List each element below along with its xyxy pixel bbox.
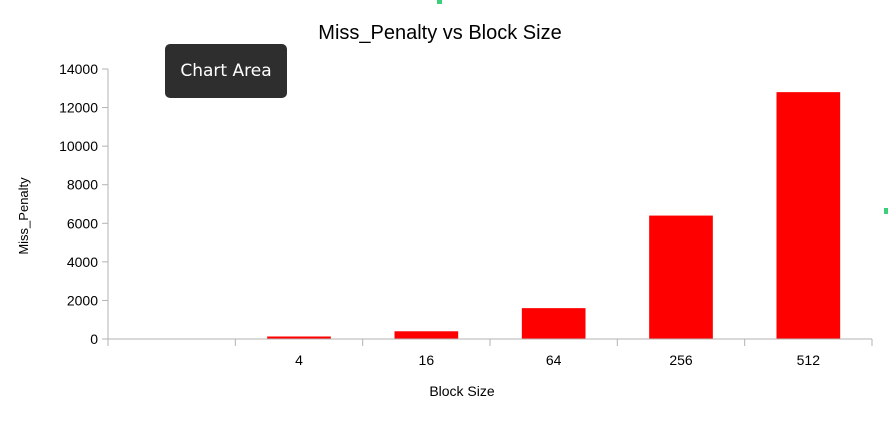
bar-64[interactable] — [521, 308, 586, 339]
y-tick-label: 8000 — [67, 177, 98, 193]
bars-layer — [267, 92, 841, 340]
chart-title: Miss_Penalty vs Block Size — [318, 22, 561, 44]
ticks-layer: 0 2000 4000 6000 8000 10000 12000 14000 4 16 64 256… — [59, 61, 873, 368]
y-tick-label: 10000 — [59, 138, 98, 154]
x-tick-label: 64 — [546, 352, 562, 368]
x-tick-label: 256 — [669, 352, 693, 368]
x-axis-label: Block Size — [429, 383, 495, 399]
bar-16[interactable] — [394, 331, 459, 339]
x-tick-label: 512 — [797, 352, 821, 368]
bar-4[interactable] — [267, 336, 331, 339]
bar-256[interactable] — [649, 215, 713, 339]
bar-512[interactable] — [776, 92, 841, 340]
y-tick-label: 14000 — [59, 61, 98, 77]
chart-area-tooltip: Chart Area — [165, 44, 287, 98]
axes-layer — [107, 69, 872, 340]
y-tick-label: 0 — [90, 331, 98, 347]
y-tick-label: 12000 — [59, 100, 98, 116]
x-tick-label: 16 — [419, 352, 435, 368]
y-tick-label: 6000 — [67, 215, 98, 231]
tooltip-text: Chart Area — [180, 61, 272, 81]
selection-handle-top[interactable] — [437, 0, 442, 4]
y-axis-label: Miss_Penalty — [16, 177, 31, 255]
selection-handle-right[interactable] — [884, 208, 888, 214]
x-tick-label: 4 — [295, 352, 303, 368]
y-tick-label: 2000 — [67, 292, 98, 308]
y-tick-label: 4000 — [67, 254, 98, 270]
